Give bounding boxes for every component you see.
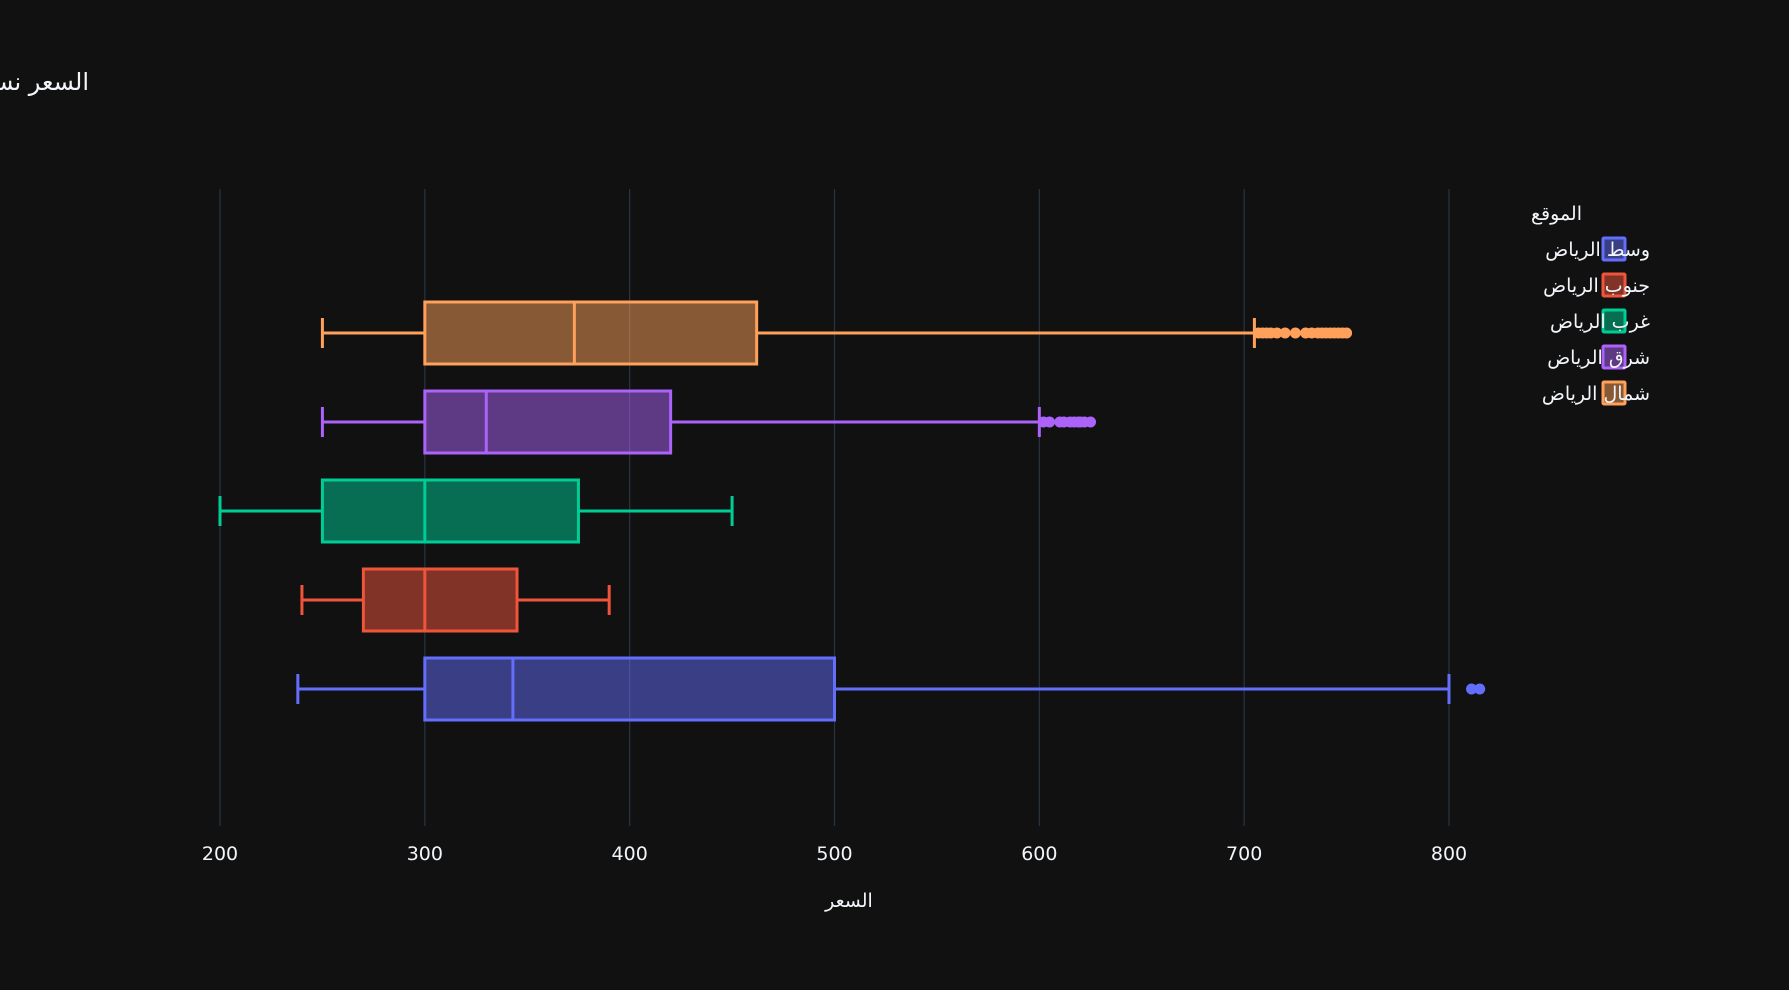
outlier-point	[1044, 416, 1056, 428]
box-layer	[218, 300, 1486, 722]
outlier-point	[1085, 416, 1097, 428]
legend-title: الموقع	[1531, 203, 1582, 225]
legend-item[interactable]: شرق الرياض	[1547, 344, 1650, 370]
legend-items: وسط الرياض جنوب الرياض غرب الرياض شرق الريا…	[1542, 236, 1650, 406]
legend-label: وسط الرياض	[1545, 239, 1650, 261]
legend-item[interactable]: وسط الرياض	[1545, 236, 1650, 262]
box-body	[361, 567, 519, 633]
box-series[interactable]	[296, 656, 1486, 722]
box-series[interactable]	[320, 389, 1097, 455]
legend-label: شرق الرياض	[1547, 347, 1650, 369]
grid-layer	[219, 189, 1450, 826]
legend-label: غرب الرياض	[1550, 311, 1650, 333]
box-body	[423, 656, 836, 722]
legend: الموقع وسط الرياض جنوب الرياض غرب الرياض شر…	[1531, 203, 1650, 406]
box-series[interactable]	[300, 567, 611, 633]
box-body	[320, 478, 580, 544]
legend-swatch	[1601, 344, 1627, 370]
legend-label: جنوب الرياض	[1543, 275, 1650, 297]
x-tick-label: 500	[816, 843, 852, 865]
outlier-point	[1289, 327, 1301, 339]
x-tick-label: 600	[1021, 843, 1057, 865]
x-tick-label: 400	[612, 843, 648, 865]
legend-item[interactable]: جنوب الرياض	[1543, 272, 1650, 298]
x-tick-label: 800	[1431, 843, 1467, 865]
x-tick-label: 200	[202, 843, 238, 865]
box-body	[423, 300, 759, 366]
x-tick-labels: 200 300 400 500 600 700 800	[202, 843, 1467, 865]
chart-title: السعر نسبة للموقع	[0, 68, 89, 96]
outlier-point	[1341, 327, 1353, 339]
legend-swatch	[1601, 308, 1627, 334]
x-tick-label: 700	[1226, 843, 1262, 865]
outlier-point	[1279, 327, 1291, 339]
legend-swatch	[1601, 272, 1627, 298]
legend-item[interactable]: غرب الرياض	[1550, 308, 1650, 334]
box-series[interactable]	[218, 478, 734, 544]
legend-label: شمال الرياض	[1542, 383, 1650, 405]
outlier-point	[1271, 327, 1283, 339]
legend-swatch	[1601, 380, 1627, 406]
x-tick-label: 300	[407, 843, 443, 865]
outlier-point	[1474, 683, 1486, 695]
legend-item[interactable]: شمال الرياض	[1542, 380, 1650, 406]
x-axis-title: السعر	[824, 890, 873, 912]
box-body	[423, 389, 673, 455]
box-series[interactable]	[320, 300, 1353, 366]
legend-swatch	[1601, 236, 1627, 262]
outlier-point	[1466, 683, 1478, 695]
